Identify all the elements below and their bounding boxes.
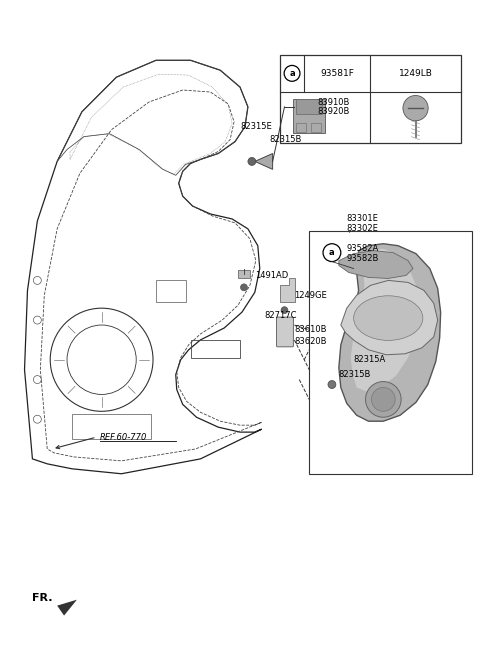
Text: 83910B: 83910B	[318, 98, 350, 107]
Text: 83620B: 83620B	[294, 338, 327, 346]
FancyBboxPatch shape	[238, 271, 250, 279]
Text: 1249GE: 1249GE	[294, 291, 327, 300]
FancyBboxPatch shape	[311, 123, 321, 132]
Text: 1249LB: 1249LB	[398, 69, 432, 78]
Circle shape	[343, 356, 351, 364]
Text: 83302E: 83302E	[347, 224, 379, 233]
Polygon shape	[279, 279, 295, 302]
Circle shape	[281, 307, 288, 313]
FancyBboxPatch shape	[296, 123, 306, 132]
Text: REF.60-770: REF.60-770	[100, 432, 147, 442]
Circle shape	[372, 388, 395, 411]
FancyBboxPatch shape	[280, 55, 461, 143]
Text: 82315E: 82315E	[240, 122, 272, 131]
Circle shape	[328, 380, 336, 388]
Text: a: a	[289, 69, 295, 78]
Text: 83920B: 83920B	[318, 107, 350, 116]
Polygon shape	[57, 600, 77, 616]
Text: a: a	[329, 248, 335, 257]
Text: 82717C: 82717C	[264, 311, 297, 319]
Text: FR.: FR.	[33, 593, 53, 602]
Ellipse shape	[354, 296, 423, 340]
Polygon shape	[255, 154, 273, 170]
FancyBboxPatch shape	[276, 317, 293, 347]
FancyBboxPatch shape	[296, 99, 322, 114]
Text: 93581F: 93581F	[320, 69, 354, 78]
Circle shape	[366, 382, 401, 417]
Polygon shape	[341, 281, 438, 355]
Polygon shape	[351, 249, 418, 392]
FancyBboxPatch shape	[294, 90, 373, 118]
Polygon shape	[339, 244, 441, 421]
FancyBboxPatch shape	[293, 99, 325, 133]
Circle shape	[248, 158, 256, 166]
Text: 93582B: 93582B	[347, 254, 379, 263]
Text: 93582A: 93582A	[347, 244, 379, 253]
Text: 83301E: 83301E	[347, 214, 379, 223]
Circle shape	[403, 95, 428, 121]
Polygon shape	[339, 251, 413, 279]
Text: 82315B: 82315B	[339, 370, 371, 379]
Text: 83610B: 83610B	[294, 325, 327, 334]
Text: 1491AD: 1491AD	[255, 271, 288, 280]
Text: 82315B: 82315B	[270, 135, 302, 144]
Circle shape	[240, 284, 247, 291]
Text: 82315A: 82315A	[354, 355, 386, 364]
